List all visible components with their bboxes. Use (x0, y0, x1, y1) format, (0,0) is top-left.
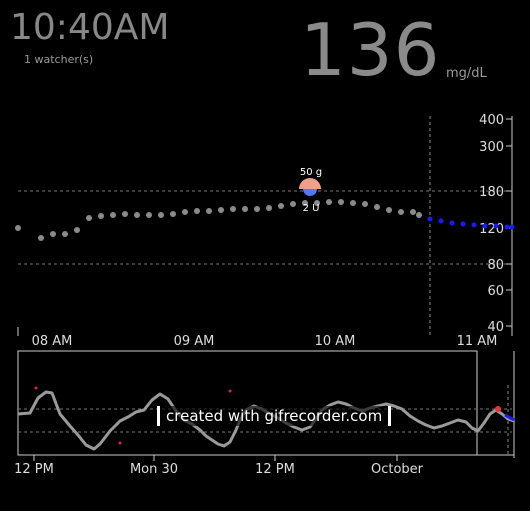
forecast-dot (504, 224, 510, 230)
history-dot (15, 225, 21, 231)
current-bg-value: 136 (300, 8, 441, 92)
history-dot (398, 209, 404, 215)
brush-x-tick-label: 12 PM (14, 462, 54, 477)
forecast-dots (427, 216, 515, 230)
watermark: created with gifrecorder.com (157, 406, 392, 426)
forecast-dot (471, 222, 477, 228)
brush-x-tick-label: 12 PM (255, 462, 295, 477)
history-dot (122, 211, 128, 217)
forecast-dot (460, 221, 466, 227)
history-dot (230, 206, 236, 212)
forecast-dot (449, 220, 455, 226)
carb-amount: 50 g (300, 167, 322, 178)
forecast-dot (427, 216, 433, 222)
x-tick-label: 08 AM (32, 334, 73, 349)
insulin-marker (303, 189, 317, 196)
history-dot (218, 207, 224, 213)
main-y-ticks: 400 300 180 120 80 60 40 (479, 113, 512, 335)
history-dot (182, 209, 188, 215)
y-tick-label: 60 (487, 284, 504, 299)
history-dot (194, 208, 200, 214)
brush-x-tick-label: October (371, 462, 424, 477)
history-dot (62, 231, 68, 237)
main-chart[interactable]: 400 300 180 120 80 60 40 08 AM 09 AM 10 … (15, 113, 515, 349)
x-tick-label: 10 AM (315, 334, 356, 349)
history-dot (38, 235, 44, 241)
y-tick-label: 80 (487, 258, 504, 273)
current-time: 10:40AM (10, 7, 170, 48)
main-x-ticks: 08 AM 09 AM 10 AM 11 AM (32, 334, 498, 349)
history-dot (74, 227, 80, 233)
bg-unit: mg/dL (446, 66, 487, 81)
treatment-marker[interactable]: 50 g 2 U (299, 167, 322, 214)
carb-marker (299, 178, 321, 189)
x-tick-label: 11 AM (457, 334, 498, 349)
history-dots (15, 199, 422, 241)
y-tick-label: 40 (487, 320, 504, 335)
history-dot (158, 212, 164, 218)
history-dot (266, 205, 272, 211)
history-dot (206, 208, 212, 214)
y-tick-label: 180 (479, 185, 504, 200)
history-dot (134, 212, 140, 218)
y-tick-label: 120 (479, 222, 504, 237)
history-dot (374, 204, 380, 210)
history-dot (350, 200, 356, 206)
y-tick-label: 300 (479, 140, 504, 155)
history-dot (110, 212, 116, 218)
history-dot (242, 206, 248, 212)
insulin-amount: 2 U (303, 203, 320, 214)
history-dot (98, 213, 104, 219)
forecast-dot (509, 224, 515, 230)
history-dot (326, 199, 332, 205)
forecast-dot (493, 223, 499, 229)
watcher-count: 1 watcher(s) (24, 53, 94, 66)
forecast-dot (438, 218, 444, 224)
brush-x-ticks-lines (33, 455, 398, 461)
history-dot (86, 215, 92, 221)
history-dot (254, 206, 260, 212)
history-dot (386, 207, 392, 213)
history-dot (302, 200, 308, 206)
history-dot (314, 200, 320, 206)
history-dot (278, 203, 284, 209)
history-dot (338, 199, 344, 205)
brush-forecast-line (504, 413, 515, 422)
history-dot (170, 211, 176, 217)
brush-treatment-markers (34, 386, 501, 445)
brush-selection[interactable] (17, 350, 478, 456)
history-dot (146, 212, 152, 218)
history-dot (410, 209, 416, 215)
x-tick-label: 09 AM (174, 334, 215, 349)
history-dot (416, 212, 422, 218)
history-dot (362, 201, 368, 207)
history-dot (50, 231, 56, 237)
brush-x-tick-label: Mon 30 (130, 462, 178, 477)
history-dot (290, 201, 296, 207)
forecast-dot (482, 223, 488, 229)
y-tick-label: 400 (479, 113, 504, 128)
